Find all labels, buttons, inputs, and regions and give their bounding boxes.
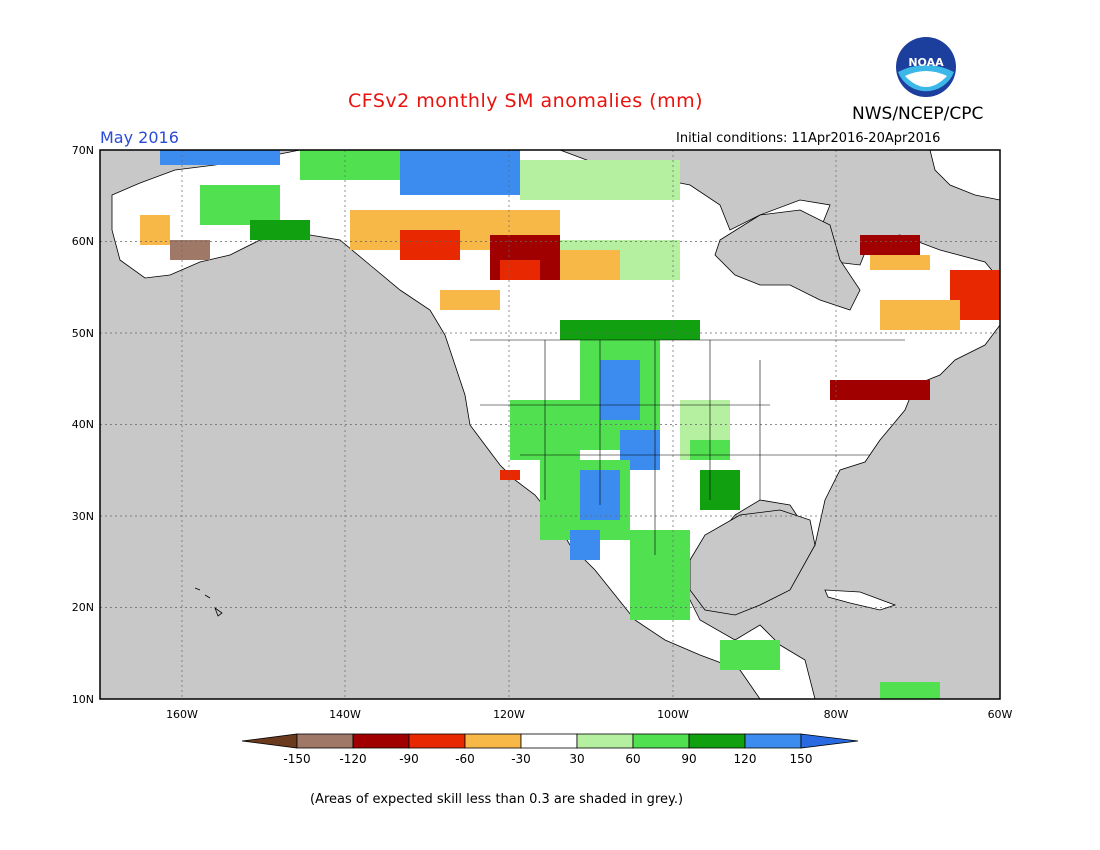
- colorbar-segment: [632, 733, 690, 749]
- map-title: CFSv2 monthly SM anomalies (mm): [348, 90, 704, 112]
- colorbar-tick: -90: [399, 752, 419, 766]
- colorbar: [241, 733, 859, 749]
- colorbar-segment: [296, 733, 354, 749]
- colorbar-tick: -60: [455, 752, 475, 766]
- colorbar-segment: [744, 733, 802, 749]
- lat-label: 50N: [72, 327, 94, 340]
- colorbar-tick: -120: [339, 752, 366, 766]
- colorbar-segment: [688, 733, 746, 749]
- lon-label: 160W: [166, 708, 198, 721]
- colorbar-high-arrow: [800, 733, 859, 749]
- footnote: (Areas of expected skill less than 0.3 a…: [310, 792, 684, 807]
- land-cuba: [824, 589, 897, 611]
- lon-label: 140W: [329, 708, 361, 721]
- lon-labels: 160W 140W 120W 100W 80W 60W: [166, 708, 1012, 721]
- lon-label: 100W: [657, 708, 689, 721]
- land-greenland: [929, 150, 1000, 201]
- lon-label: 60W: [988, 708, 1013, 721]
- initial-conditions: Initial conditions: 11Apr2016-20Apr2016: [676, 131, 941, 146]
- land-hawaii: [194, 587, 223, 617]
- map-body: [100, 150, 1000, 699]
- colorbar-segment: [352, 733, 410, 749]
- lat-label: 40N: [72, 418, 94, 431]
- graticule: [100, 150, 1000, 699]
- noaa-logo: NOAA: [896, 37, 956, 97]
- forecast-month: May 2016: [100, 128, 179, 147]
- lat-labels: 70N 60N 50N 40N 30N 20N 10N: [72, 144, 94, 706]
- colorbar-segment: [408, 733, 466, 749]
- state-boundaries: [470, 339, 905, 555]
- lon-label: 80W: [824, 708, 849, 721]
- colorbar-low-arrow: [241, 733, 298, 749]
- gulf-of-mexico: [689, 509, 816, 616]
- lat-label: 60N: [72, 235, 94, 248]
- colorbar-tick: -150: [283, 752, 310, 766]
- colorbar-segment: [464, 733, 522, 749]
- map-frame: [99, 149, 1001, 700]
- colorbar-ticks: -150 -120 -90 -60 -30 30 60 90 120 150: [283, 752, 812, 766]
- lat-label: 20N: [72, 601, 94, 614]
- lat-label: 30N: [72, 510, 94, 523]
- colorbar-segment: [520, 733, 578, 749]
- hudson-bay: [714, 209, 861, 311]
- agency-label: NWS/NCEP/CPC: [852, 104, 984, 124]
- anomaly-cells-dry: [140, 210, 1000, 480]
- colorbar-tick: -30: [511, 752, 531, 766]
- colorbar-tick: 90: [681, 752, 696, 766]
- anomaly-cells: [160, 150, 940, 699]
- lat-label: 10N: [72, 693, 94, 706]
- colorbar-tick: 150: [790, 752, 813, 766]
- colorbar-tick: 60: [625, 752, 640, 766]
- lat-label: 70N: [72, 144, 94, 157]
- colorbar-segment: [576, 733, 634, 749]
- colorbar-tick: 120: [734, 752, 757, 766]
- colorbar-tick: 30: [569, 752, 584, 766]
- logo-text: NOAA: [908, 56, 944, 69]
- lon-label: 120W: [493, 708, 525, 721]
